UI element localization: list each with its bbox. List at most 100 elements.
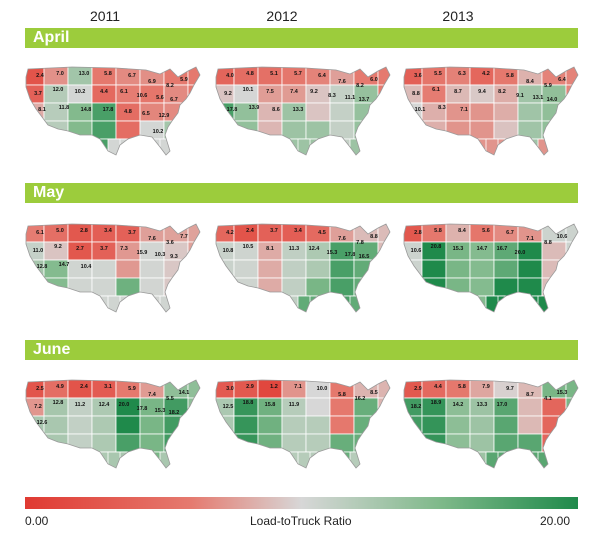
state-value-label: 6.1 <box>36 230 44 236</box>
state-value-label: 6.0 <box>370 77 378 83</box>
map-june-2011: 2.5 4.9 2.4 3.1 5.9 7.4 5.5 14.1 7.2 12.8 11.2 12.4… <box>20 368 208 478</box>
state-value-label: 2.4 <box>80 384 89 390</box>
state-value-label: 11.9 <box>289 402 299 408</box>
state-region <box>43 138 69 155</box>
state-region <box>493 102 519 122</box>
state-region <box>216 259 235 279</box>
state-value-label: 10.3 <box>155 252 166 258</box>
state-value-label: 12.9 <box>159 113 170 119</box>
state-region <box>26 120 45 140</box>
state-value-label: 2.9 <box>246 384 254 390</box>
state-value-label: 8.4 <box>526 79 535 85</box>
state-region <box>445 433 471 453</box>
state-value-label: 12.0 <box>53 87 64 93</box>
state-region <box>565 277 578 297</box>
state-region <box>233 138 259 155</box>
state-region <box>445 415 471 435</box>
state-value-label: 8.8 <box>544 240 552 246</box>
us-map-april-2012: 4.0 4.8 5.1 5.7 6.4 7.6 8.2 6.0 9.2 10.1 7.5 7.4 9.2… <box>215 66 391 156</box>
state-value-label: 2.4 <box>246 228 255 234</box>
state-value-label: 12.4 <box>309 246 321 252</box>
state-region <box>353 277 379 297</box>
state-region <box>187 277 200 297</box>
state-region <box>445 295 471 312</box>
state-region <box>565 120 578 140</box>
state-region <box>91 433 117 453</box>
legend-max-label: 20.00 <box>540 514 571 528</box>
state-region <box>404 433 423 453</box>
state-region <box>469 277 495 297</box>
state-region <box>469 120 495 140</box>
state-value-label: 4.0 <box>226 73 234 79</box>
state-value-label: 7.8 <box>356 240 364 246</box>
state-region <box>404 277 423 297</box>
month-label-may: May <box>33 184 65 201</box>
state-region <box>377 451 390 468</box>
state-region <box>159 138 185 155</box>
state-region <box>233 295 259 312</box>
state-value-label: 15.3 <box>327 250 338 256</box>
state-region <box>329 433 355 453</box>
state-value-label: 13.0 <box>79 71 90 77</box>
state-value-label: 3.6 <box>414 73 422 79</box>
state-region <box>565 138 578 155</box>
state-value-label: 2.5 <box>36 386 44 392</box>
state-value-label: 3.7 <box>100 246 108 252</box>
state-value-label: 5.8 <box>458 384 466 390</box>
us-outline <box>215 379 391 469</box>
state-value-label: 17.8 <box>227 107 238 113</box>
state-value-label: 11.2 <box>75 402 85 408</box>
state-region <box>187 138 200 155</box>
state-region <box>163 415 189 435</box>
month-label-june: June <box>33 341 71 358</box>
month-label-april: April <box>33 29 70 46</box>
state-region <box>309 451 335 468</box>
state-region <box>493 259 519 279</box>
state-value-label: 8.1 <box>266 246 274 252</box>
state-region <box>329 102 355 122</box>
state-value-label: 6.9 <box>148 79 156 85</box>
state-value-label: 14.7 <box>59 262 70 268</box>
state-value-label: 10.5 <box>243 244 254 250</box>
state-region <box>91 415 117 435</box>
state-value-label: 13.3 <box>293 107 304 113</box>
state-region <box>421 295 447 312</box>
state-value-label: 2.8 <box>414 230 422 236</box>
state-value-label: 4.4 <box>100 89 109 95</box>
state-region <box>115 259 141 279</box>
us-outline <box>403 223 579 313</box>
state-region <box>329 415 355 435</box>
state-value-label: 7.1 <box>294 384 302 390</box>
state-region <box>404 120 423 140</box>
state-region <box>469 259 495 279</box>
state-value-label: 5.7 <box>294 71 302 77</box>
state-region <box>565 259 578 279</box>
state-region <box>257 138 283 155</box>
state-region <box>377 397 390 417</box>
state-value-label: 5.9 <box>128 386 136 392</box>
state-region <box>67 295 93 312</box>
state-region <box>305 259 331 279</box>
state-value-label: 8.1 <box>38 107 46 113</box>
state-value-label: 9.7 <box>506 386 514 392</box>
state-region <box>353 102 379 122</box>
state-region <box>377 138 390 155</box>
state-value-label: 7.0 <box>56 71 64 77</box>
state-value-label: 5.9 <box>544 83 552 89</box>
state-value-label: 7.1 <box>526 236 534 242</box>
map-may-2012: 4.2 2.4 3.7 3.4 4.5 7.6 7.8 8.8 10.8 10.5 8.1 11.3 1… <box>210 212 398 322</box>
state-region <box>67 277 93 297</box>
state-region <box>305 102 331 122</box>
state-region <box>565 295 578 312</box>
state-value-label: 11.3 <box>289 246 299 252</box>
state-region <box>67 451 93 468</box>
state-value-label: 15.9 <box>137 250 148 256</box>
state-value-label: 14.7 <box>477 246 488 252</box>
state-value-label: 7.5 <box>266 89 274 95</box>
state-value-label: 3.7 <box>270 228 278 234</box>
state-region <box>187 451 200 468</box>
state-value-label: 9.1 <box>516 93 524 99</box>
state-region <box>329 277 355 297</box>
state-region <box>187 397 200 417</box>
state-region <box>404 295 423 312</box>
